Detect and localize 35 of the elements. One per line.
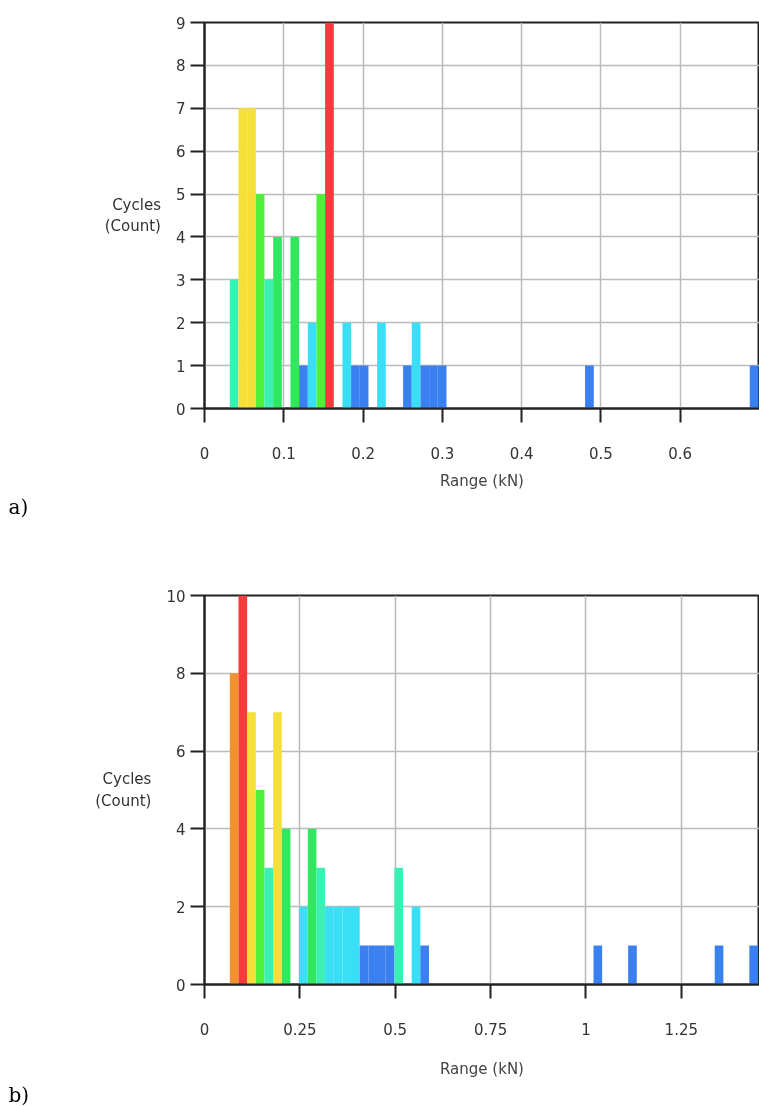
y-tick-label: 4 <box>175 820 186 839</box>
x-tick-label: 0.1 <box>271 444 296 463</box>
y-tick-label: 2 <box>175 898 186 917</box>
y-axis-title: Cycles (Count) <box>95 770 152 810</box>
x-tick-label: 1 <box>581 1020 591 1039</box>
x-tick-label: 0.6 <box>668 444 693 463</box>
y-tick-label: 6 <box>175 743 186 762</box>
y-tick-label: 4 <box>175 228 186 247</box>
y-tick-label: 5 <box>175 186 186 205</box>
y-tick-label: 9 <box>175 14 186 33</box>
x-axis-title: Range (kN) <box>440 1059 524 1078</box>
x-tick-label: 0.75 <box>473 1020 508 1039</box>
y-tick-label: 1 <box>175 357 186 376</box>
y-tick-label: 2 <box>175 314 186 333</box>
x-tick-label: 0.3 <box>430 444 455 463</box>
y-tick-label: 3 <box>175 271 186 290</box>
y-tick-label: 0 <box>175 400 186 419</box>
y-tick-label: 7 <box>175 100 186 119</box>
x-tick-label: 0.5 <box>589 444 613 463</box>
x-tick-label: 0.25 <box>283 1020 317 1039</box>
y-tick-label: 8 <box>175 57 186 76</box>
x-tick-label: 0.5 <box>383 1020 408 1039</box>
x-tick-label: 0 <box>199 1020 210 1039</box>
text: a) <box>8 494 29 519</box>
y-tick-label: 0 <box>175 976 186 995</box>
text: b) <box>8 1082 30 1106</box>
y-axis-title: Cycles (Count) <box>104 195 162 236</box>
x-tick-label: 0.2 <box>351 444 375 463</box>
y-tick-label: 10 <box>166 587 186 606</box>
y-tick-label: 6 <box>175 143 186 162</box>
x-axis-title: Range (kN) <box>440 471 524 490</box>
x-tick-label: 1.25 <box>664 1020 699 1039</box>
x-tick-label: 0 <box>199 444 210 463</box>
x-tick-label: 0.4 <box>509 444 534 463</box>
y-tick-label: 8 <box>175 665 186 684</box>
